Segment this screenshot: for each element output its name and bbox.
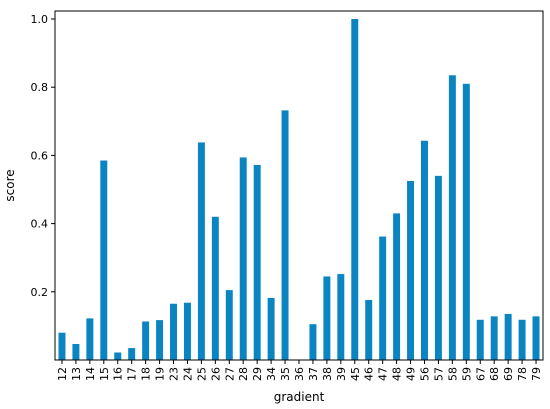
x-tick-label: 24 [181,367,194,381]
x-tick-label: 47 [377,367,390,381]
bar-39 [337,274,345,360]
bar-27 [225,290,233,360]
y-tick-label: 0.6 [31,149,49,162]
bar-45 [351,19,359,360]
x-tick-label: 68 [488,367,501,381]
bar-58 [448,75,456,360]
x-tick-label: 14 [84,367,97,381]
x-tick-label: 79 [530,367,543,381]
x-tick-label: 48 [391,367,404,381]
bar-24 [183,302,191,360]
x-tick-label: 19 [154,367,167,381]
y-tick-label: 0.8 [31,81,49,94]
x-tick-label: 45 [349,367,362,381]
bar-26 [211,216,219,360]
x-tick-label: 16 [112,367,125,381]
x-tick-label: 67 [474,367,487,381]
x-tick-label: 56 [418,367,431,381]
x-tick-label: 18 [140,367,153,381]
x-tick-label: 27 [223,367,236,381]
y-axis-label: score [3,169,17,201]
x-tick-label: 29 [251,367,264,381]
bar-13 [72,343,80,360]
x-tick-label: 49 [405,367,418,381]
bar-46 [365,299,373,360]
bar-15 [100,160,108,360]
bar-35 [281,110,289,360]
bar-48 [393,213,401,360]
x-tick-label: 12 [56,367,69,381]
bar-49 [407,180,415,360]
bar-59 [462,83,470,360]
x-axis-label: gradient [274,390,325,404]
bar-29 [253,164,261,360]
bar-19 [156,320,164,360]
x-tick-label: 34 [265,367,278,381]
x-tick-label: 28 [237,367,250,381]
bar-16 [114,352,122,360]
x-tick-label: 46 [363,367,376,381]
x-axis-ticks: 12 13 14 15 16 17 18 19 23 24 25 26 27 28 29 34 35 36 37 38… [56,360,543,381]
bar-56 [421,140,428,360]
bar-17 [128,348,136,360]
x-tick-label: 69 [502,367,515,381]
x-tick-label: 59 [460,367,473,381]
x-tick-label: 26 [209,367,222,381]
x-tick-label: 23 [168,367,181,381]
bar-68 [490,316,498,360]
bar-12 [58,332,66,360]
x-tick-label: 35 [279,367,292,381]
x-tick-label: 58 [446,367,459,381]
bar-57 [434,175,442,360]
bar-78 [518,319,526,360]
x-tick-label: 36 [293,367,306,381]
x-tick-label: 38 [321,367,334,381]
x-tick-label: 37 [307,367,320,381]
x-tick-label: 17 [126,367,139,381]
bar-67 [476,319,484,360]
x-tick-label: 78 [516,367,529,381]
y-tick-label: 1.0 [31,13,49,26]
bars-group [58,19,540,360]
bar-23 [170,303,177,360]
bar-79 [532,316,540,360]
x-tick-label: 13 [70,367,83,381]
bar-28 [239,157,247,360]
y-tick-label: 0.2 [31,286,49,299]
bar-37 [309,324,317,360]
bar-18 [142,321,150,360]
bar-69 [504,313,512,360]
bar-34 [267,297,275,360]
bar-38 [323,276,331,360]
bar-25 [197,142,205,360]
x-tick-label: 39 [335,367,348,381]
bar-14 [86,318,94,360]
y-tick-label: 0.4 [31,218,49,231]
x-tick-label: 15 [98,367,111,381]
x-tick-label: 25 [195,367,208,381]
plot-frame [54,10,544,361]
bar-47 [379,236,387,360]
y-axis-ticks: 0.2 0.4 0.6 0.8 1.0 [31,13,55,299]
x-tick-label: 57 [432,367,445,381]
